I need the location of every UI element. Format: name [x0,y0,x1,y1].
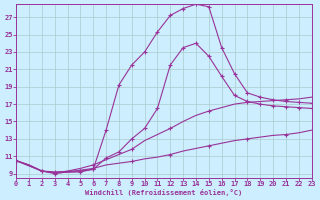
X-axis label: Windchill (Refroidissement éolien,°C): Windchill (Refroidissement éolien,°C) [85,189,243,196]
